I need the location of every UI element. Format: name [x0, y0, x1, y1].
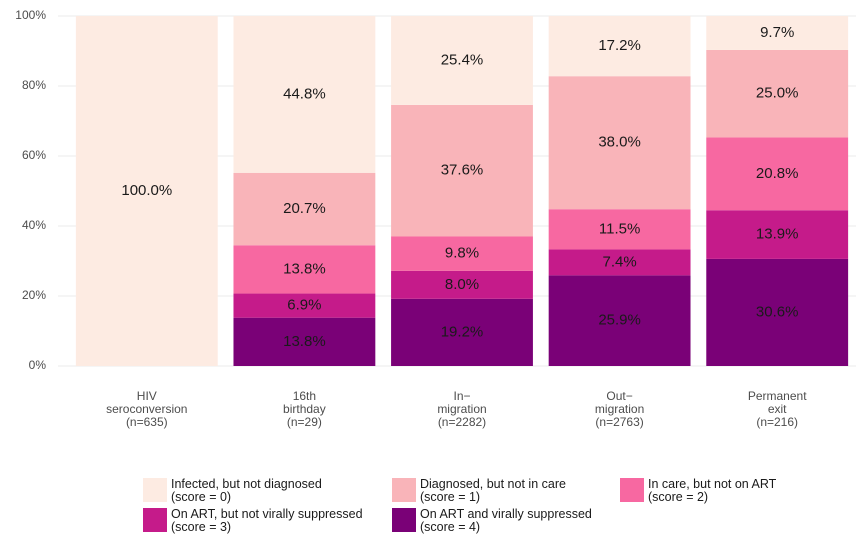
legend-swatch	[392, 508, 416, 532]
bar-segment	[391, 16, 533, 105]
x-tick-label: Permanent exit (n=216)	[747, 389, 807, 429]
bar-segment	[706, 258, 849, 366]
data-label: 6.9%	[287, 297, 321, 314]
y-tick-label: 0%	[29, 358, 47, 372]
y-tick-label: 60%	[22, 148, 46, 162]
data-label: 20.7%	[283, 200, 326, 217]
y-tick-label: 80%	[22, 78, 46, 92]
x-tick-label: In− migration (n=2282)	[437, 389, 487, 429]
data-label: 100.0%	[121, 182, 172, 199]
bar-segment	[706, 16, 849, 50]
legend-item: In care, but not on ART (score = 2)	[620, 478, 776, 504]
data-label: 30.6%	[756, 303, 799, 320]
y-tick-label: 40%	[22, 218, 46, 232]
data-label: 38.0%	[598, 134, 641, 151]
legend-item: Infected, but not diagnosed (score = 0)	[143, 478, 322, 504]
y-tick-label: 20%	[22, 288, 46, 302]
data-label: 25.4%	[441, 51, 484, 68]
bar-segment	[548, 16, 691, 77]
y-tick-label: 100%	[15, 8, 46, 22]
legend-label: Diagnosed, but not in care (score = 1)	[420, 477, 566, 504]
bar-segment	[548, 249, 691, 276]
bar-segment	[391, 236, 533, 271]
data-label: 9.8%	[445, 245, 479, 262]
legend-item: On ART, but not virally suppressed (scor…	[143, 508, 363, 534]
bar-segment	[391, 270, 533, 299]
legend-item: Diagnosed, but not in care (score = 1)	[392, 478, 566, 504]
bar-segment	[391, 104, 533, 237]
data-label: 11.5%	[599, 220, 640, 237]
data-label: 17.2%	[598, 37, 641, 54]
legend-swatch	[143, 478, 167, 502]
data-label: 13.9%	[756, 226, 799, 243]
bar-segment	[233, 293, 376, 318]
bar-segment	[233, 172, 376, 246]
legend-label: In care, but not on ART (score = 2)	[648, 477, 777, 504]
bar-segment	[706, 137, 849, 211]
data-label: 9.7%	[760, 24, 794, 41]
data-label: 25.9%	[598, 312, 641, 329]
data-label: 8.0%	[445, 276, 479, 293]
data-label: 13.8%	[283, 260, 326, 277]
bar-segment	[548, 209, 691, 250]
bar-segment	[75, 16, 218, 366]
legend-label: Infected, but not diagnosed (score = 0)	[171, 477, 322, 504]
bar-segment	[548, 275, 691, 366]
legend-swatch	[392, 478, 416, 502]
data-label: 25.0%	[756, 85, 799, 102]
bar-segment	[233, 16, 376, 173]
bar-segment	[706, 210, 849, 259]
x-tick-label: Out− migration (n=2763)	[594, 389, 645, 429]
x-tick-label: HIV seroconversion (n=635)	[106, 389, 188, 429]
bar-segment	[706, 49, 849, 138]
data-label: 13.8%	[283, 333, 326, 350]
legend-item: On ART and virally suppressed (score = 4…	[392, 508, 592, 534]
bar-segment	[233, 317, 376, 366]
data-label: 37.6%	[441, 162, 484, 179]
bar-segment	[233, 245, 376, 294]
data-label: 7.4%	[602, 253, 636, 270]
data-label: 44.8%	[283, 85, 326, 102]
legend-swatch	[143, 508, 167, 532]
data-label: 20.8%	[756, 165, 799, 182]
data-label: 19.2%	[441, 323, 484, 340]
legend-label: On ART and virally suppressed (score = 4…	[420, 507, 592, 534]
bar-segment	[391, 298, 533, 366]
legend-label: On ART, but not virally suppressed (scor…	[171, 507, 363, 534]
bar-segment	[548, 76, 691, 210]
legend-swatch	[620, 478, 644, 502]
x-tick-label: 16th birthday (n=29)	[283, 389, 326, 429]
